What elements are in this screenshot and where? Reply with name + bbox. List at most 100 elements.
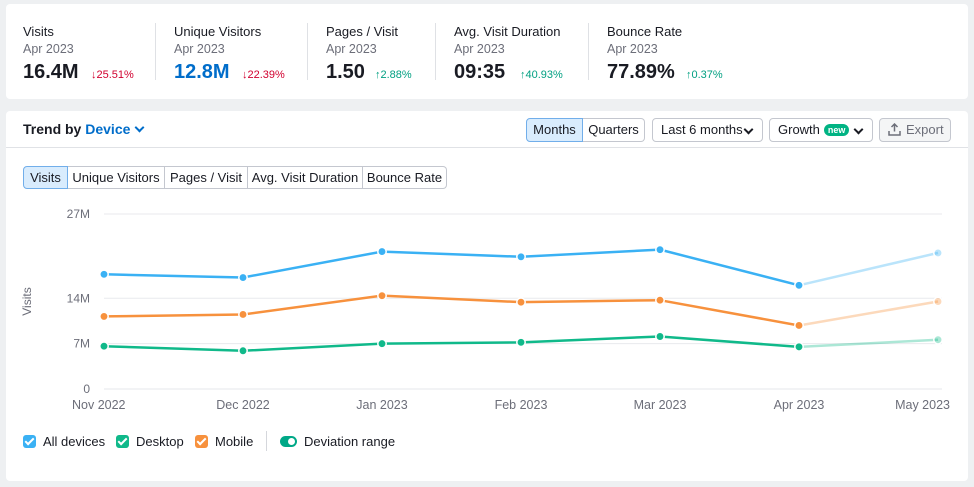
divider — [435, 23, 436, 80]
data-point — [794, 320, 804, 331]
data-point — [516, 251, 526, 262]
toggle-on-icon — [280, 436, 297, 447]
trend-title-prefix: Trend by — [23, 121, 82, 137]
tab-unique-visitors[interactable]: Unique Visitors — [68, 166, 165, 189]
metric-visits[interactable]: Visits Apr 2023 16.4M ↓25.51% — [23, 4, 153, 99]
growth-dropdown[interactable]: Growth new — [769, 118, 873, 142]
data-point — [238, 345, 248, 356]
data-point — [377, 338, 387, 349]
growth-label: Growth — [778, 122, 820, 137]
trend-card: Trend by Device Months Quarters Last 6 m… — [6, 111, 968, 481]
metrics-summary: Visits Apr 2023 16.4M ↓25.51% Unique Vis… — [6, 4, 968, 99]
checkbox-checked-icon — [116, 435, 129, 448]
legend-label: Deviation range — [304, 434, 396, 449]
divider — [155, 23, 156, 80]
tab-pages-per-visit[interactable]: Pages / Visit — [165, 166, 248, 189]
divider — [588, 23, 589, 80]
trend-header: Trend by Device Months Quarters Last 6 m… — [6, 111, 968, 148]
metric-delta: ↓22.39% — [242, 69, 285, 81]
data-point — [238, 272, 248, 283]
y-tick-label: 0 — [83, 382, 90, 396]
metric-label: Unique Visitors — [174, 24, 262, 39]
metric-date: Apr 2023 — [454, 42, 505, 56]
x-tick-label: Mar 2023 — [634, 398, 687, 412]
metric-unique-visitors[interactable]: Unique Visitors Apr 2023 12.8M ↓22.39% — [155, 4, 304, 99]
metric-label: Bounce Rate — [607, 24, 683, 39]
data-point — [655, 331, 665, 342]
tab-visits[interactable]: Visits — [23, 166, 68, 189]
metric-value: 16.4M — [23, 61, 79, 83]
export-button[interactable]: Export — [879, 118, 951, 142]
metric-delta: ↑0.37% — [686, 69, 723, 81]
trend-title: Trend by Device — [23, 121, 145, 137]
metric-date: Apr 2023 — [23, 42, 74, 56]
metric-pages-per-visit[interactable]: Pages / Visit Apr 2023 1.50 ↑2.88% — [307, 4, 426, 99]
months-button[interactable]: Months — [526, 118, 583, 142]
data-point — [794, 280, 804, 291]
metric-value: 12.8M — [174, 61, 230, 83]
data-point — [516, 337, 526, 348]
x-tick-label: Dec 2022 — [216, 398, 270, 412]
legend-desktop[interactable]: Desktop — [116, 433, 186, 451]
data-point — [933, 296, 943, 307]
y-tick-label: 7M — [73, 337, 90, 351]
data-point — [655, 295, 665, 306]
data-point — [99, 341, 109, 352]
data-point — [99, 311, 109, 322]
metric-value: 09:35 — [454, 61, 506, 83]
metric-label: Avg. Visit Duration — [454, 24, 561, 39]
metric-date: Apr 2023 — [326, 42, 377, 56]
metric-bounce-rate[interactable]: Bounce Rate Apr 2023 77.89% ↑0.37% — [588, 4, 747, 99]
y-tick-label: 14M — [67, 291, 90, 305]
legend-label: All devices — [43, 434, 106, 449]
x-tick-label: Apr 2023 — [774, 398, 825, 412]
legend-mobile[interactable]: Mobile — [195, 433, 260, 451]
series-line — [103, 335, 800, 353]
metric-date: Apr 2023 — [607, 42, 658, 56]
data-point — [99, 269, 109, 280]
device-dimension-label: Device — [85, 121, 131, 137]
quarters-button[interactable]: Quarters — [583, 118, 645, 142]
series-projection-line — [798, 300, 939, 327]
device-dimension-dropdown[interactable]: Device — [85, 121, 145, 137]
metric-delta: ↑2.88% — [375, 69, 412, 81]
metric-date: Apr 2023 — [174, 42, 225, 56]
data-point — [238, 309, 248, 320]
legend-deviation-range[interactable]: Deviation range — [280, 433, 400, 451]
series-projection-line — [798, 338, 939, 349]
metric-label: Pages / Visit — [326, 24, 399, 39]
metric-value: 77.89% — [607, 61, 675, 83]
metric-delta: ↑40.93% — [520, 69, 563, 81]
divider — [307, 23, 308, 80]
metric-label: Visits — [23, 24, 54, 39]
x-tick-label: Feb 2023 — [495, 398, 548, 412]
metric-delta: ↓25.51% — [91, 69, 134, 81]
divider — [266, 431, 267, 451]
series-projection-line — [798, 251, 939, 287]
data-point — [516, 297, 526, 308]
y-tick-label: 27M — [67, 207, 90, 221]
metric-avg-visit-duration[interactable]: Avg. Visit Duration Apr 2023 09:35 ↑40.9… — [435, 4, 584, 99]
x-tick-label: Jan 2023 — [356, 398, 407, 412]
series-line — [103, 294, 800, 327]
visits-line-chart: 0 7M 14M 27M Visits Nov 2022 Dec 2022 Jan 2023 F… — [20, 207, 950, 412]
data-point — [794, 341, 804, 352]
legend-label: Mobile — [215, 434, 254, 449]
x-tick-label: Nov 2022 — [72, 398, 126, 412]
data-point — [933, 247, 943, 258]
data-point — [377, 290, 387, 301]
data-point — [377, 246, 387, 257]
new-badge: new — [823, 124, 850, 136]
export-label: Export — [906, 122, 944, 137]
period-dropdown[interactable]: Last 6 months — [652, 118, 763, 142]
export-icon — [888, 123, 901, 136]
legend-label: Desktop — [136, 434, 184, 449]
data-point — [655, 244, 665, 255]
series-line — [103, 248, 800, 287]
x-tick-label: May 2023 — [895, 398, 950, 412]
tab-bounce-rate[interactable]: Bounce Rate — [363, 166, 447, 189]
tab-avg-visit-duration[interactable]: Avg. Visit Duration — [248, 166, 363, 189]
checkbox-checked-icon — [23, 435, 36, 448]
checkbox-checked-icon — [195, 435, 208, 448]
legend-all-devices[interactable]: All devices — [23, 433, 113, 451]
